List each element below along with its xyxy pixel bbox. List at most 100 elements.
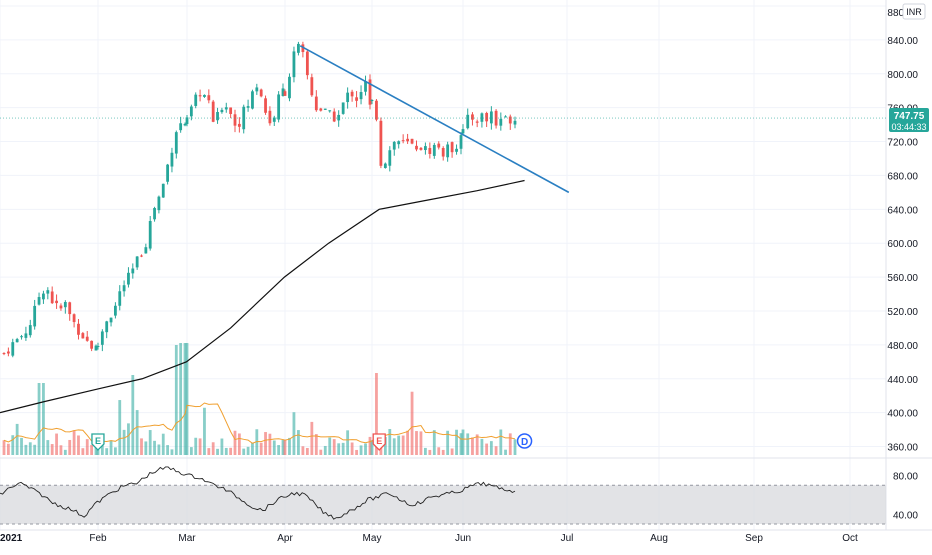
volume-bar [166,445,169,455]
moving-average-line [0,179,525,414]
candle-body [131,268,135,274]
volume-bar [397,435,401,455]
rsi-tick-label: 80.00 [893,472,918,483]
volume-bar [319,449,323,455]
candle-body [350,91,354,97]
candle-body [288,76,291,99]
candle-body [220,109,224,113]
grid [0,0,886,530]
volume-bar [20,437,23,455]
time-tick-label: Jul [561,533,574,544]
volume-bar [475,434,479,455]
candle-body [383,163,387,169]
volume-bar [383,437,387,455]
volume-bar [122,429,126,455]
volume-bar [224,447,228,455]
volume-bar [127,423,130,455]
candle-body [388,150,392,166]
volume-bar [368,436,372,455]
rsi-band [0,485,886,524]
candle-body [494,110,498,126]
volume-bar [207,448,211,455]
volume-bar [211,442,215,455]
volume-bar [370,440,374,455]
volume-bar [328,437,332,455]
volume-bar [259,442,263,455]
volume-bar [461,429,465,455]
candle-body [96,346,100,348]
volume-bar [466,433,470,455]
candle-body [100,331,104,345]
volume-bar [109,440,113,455]
dividend-marker: D [516,433,533,449]
volume-bar [140,438,143,455]
candle-body [72,314,76,323]
volume-bar [90,444,94,455]
volume-bar [415,431,418,455]
volume-bar [432,430,436,455]
volume-bar [174,345,178,455]
dividend-marker-label: D [521,437,528,448]
volume-bar [264,432,267,455]
time-tick-label: Sep [745,533,763,544]
candle-body [55,300,58,304]
volume-bar [11,435,15,455]
volume-bar [301,446,305,455]
dividend-marker-circle [516,433,533,449]
candle-body [410,138,414,144]
price-tick-label: 640.00 [887,205,918,216]
volume-bar [268,433,272,455]
volume-bar [310,421,314,455]
volume-bar [499,429,503,455]
candle-body [268,110,272,124]
candle-body [179,123,183,131]
volume-bar [153,440,156,455]
earnings-marker-label: E [95,436,101,446]
volume-bar [114,447,117,455]
volume-bar [46,440,50,455]
candle-body [37,297,41,305]
candle-body [2,353,6,355]
candle-body [499,118,503,126]
candle-body [328,110,332,112]
volume-bar [220,438,224,455]
volume-bar [410,391,414,455]
price-tick-label: 800.00 [887,70,918,81]
candle-body [281,88,285,96]
candle-body [450,142,454,153]
candle-body [259,89,263,97]
candle-body [28,325,32,336]
volume-bar [455,429,458,455]
candle-body [415,145,418,150]
candle-body [135,256,139,268]
volume-bar [63,449,67,455]
volume-bar [388,429,392,455]
candle-body [63,301,67,308]
candle-body [15,339,19,343]
candle-body [33,305,37,327]
volume-bar [85,439,89,455]
volume-bar [428,449,432,455]
candle-body [170,152,174,167]
candle-body [392,141,396,150]
volume-bar [144,441,148,455]
candle-body [251,91,254,109]
volume-bar [272,440,276,455]
candle-body [153,208,156,220]
candle-body [237,123,241,127]
volume-bar [33,444,37,455]
volume-bar [446,430,450,455]
candle-body [194,94,198,106]
candle-body [305,51,309,76]
volume-bar [350,442,354,455]
volume-bar [179,343,183,455]
candle-body [161,183,165,198]
volume-bar [157,444,161,455]
volume-bar [341,442,345,455]
price-tick-label: 720.00 [887,138,918,149]
volume-bar [28,442,32,455]
candle-body [207,95,211,101]
volume-bar [135,410,139,455]
candles [2,41,517,358]
volume-bars [2,343,517,455]
